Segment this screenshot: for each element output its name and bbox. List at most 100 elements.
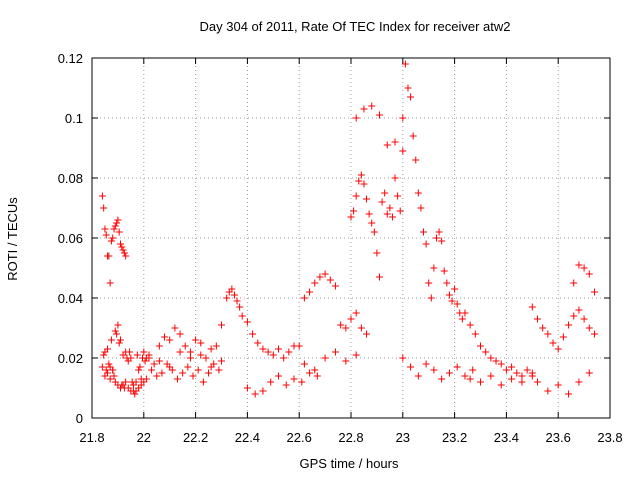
data-point bbox=[438, 237, 446, 245]
data-point bbox=[528, 303, 536, 311]
data-point bbox=[98, 363, 106, 371]
data-point bbox=[131, 390, 139, 398]
data-point bbox=[523, 366, 531, 374]
x-tick-label: 23.6 bbox=[546, 430, 571, 445]
data-point bbox=[102, 231, 110, 239]
data-point bbox=[363, 195, 371, 203]
data-point bbox=[115, 339, 123, 347]
data-point bbox=[106, 279, 114, 287]
data-point bbox=[249, 330, 257, 338]
data-point bbox=[110, 225, 118, 233]
data-point bbox=[218, 321, 225, 329]
y-tick-label: 0.02 bbox=[58, 351, 83, 366]
data-point bbox=[425, 279, 433, 287]
data-point bbox=[559, 333, 567, 341]
data-point bbox=[365, 210, 373, 218]
data-point bbox=[161, 333, 169, 341]
data-point bbox=[396, 207, 404, 215]
data-point bbox=[492, 357, 500, 365]
data-point bbox=[197, 351, 205, 359]
data-point bbox=[414, 189, 422, 197]
data-point bbox=[127, 387, 135, 395]
data-point bbox=[386, 204, 394, 212]
data-point bbox=[469, 366, 477, 374]
data-point bbox=[145, 351, 153, 359]
data-point bbox=[127, 354, 135, 362]
data-point bbox=[251, 390, 259, 398]
data-point bbox=[228, 285, 236, 293]
data-point bbox=[370, 228, 378, 236]
data-point bbox=[407, 93, 415, 101]
data-point bbox=[375, 111, 383, 119]
data-point bbox=[189, 372, 197, 380]
data-point bbox=[440, 267, 448, 275]
data-point bbox=[585, 270, 593, 278]
y-tick-label: 0.08 bbox=[58, 171, 83, 186]
data-point bbox=[153, 372, 161, 380]
data-point bbox=[337, 321, 345, 329]
data-point bbox=[114, 321, 122, 329]
data-point bbox=[347, 213, 355, 221]
data-point bbox=[422, 360, 430, 368]
data-point bbox=[544, 387, 552, 395]
data-point bbox=[352, 309, 360, 317]
data-point bbox=[105, 360, 113, 368]
data-point bbox=[155, 357, 163, 365]
data-point bbox=[207, 345, 215, 353]
data-point bbox=[140, 348, 148, 356]
data-point bbox=[580, 264, 588, 272]
data-point bbox=[132, 378, 140, 386]
data-point bbox=[368, 219, 376, 227]
data-point bbox=[274, 372, 282, 380]
data-point bbox=[186, 354, 194, 362]
y-tick-label: 0.12 bbox=[58, 51, 83, 66]
data-point bbox=[118, 243, 126, 251]
data-point bbox=[407, 363, 415, 371]
data-point bbox=[391, 138, 399, 146]
data-point bbox=[451, 285, 459, 293]
y-tick-label: 0 bbox=[76, 411, 83, 426]
data-point bbox=[280, 354, 288, 362]
data-point bbox=[110, 372, 118, 380]
data-point bbox=[101, 225, 109, 233]
data-point bbox=[155, 342, 163, 350]
data-point bbox=[205, 369, 213, 377]
data-point bbox=[102, 366, 110, 374]
x-tick-label: 23 bbox=[396, 430, 410, 445]
data-point bbox=[430, 264, 438, 272]
data-point bbox=[401, 60, 409, 68]
data-point bbox=[518, 372, 526, 380]
x-tick-label: 21.8 bbox=[79, 430, 104, 445]
data-point bbox=[508, 375, 516, 383]
data-point bbox=[100, 351, 108, 359]
data-point bbox=[575, 261, 583, 269]
data-point bbox=[100, 204, 108, 212]
x-tick-label: 22.4 bbox=[235, 430, 260, 445]
data-point bbox=[533, 378, 541, 386]
y-tick-label: 0.06 bbox=[58, 231, 83, 246]
data-point bbox=[243, 384, 251, 392]
data-point bbox=[230, 291, 238, 299]
data-point bbox=[427, 294, 435, 302]
data-point bbox=[554, 381, 562, 389]
data-point bbox=[388, 213, 396, 221]
data-point bbox=[435, 228, 443, 236]
data-point bbox=[238, 312, 246, 320]
data-point bbox=[331, 348, 339, 356]
data-point bbox=[373, 249, 381, 257]
data-point bbox=[357, 171, 365, 179]
data-point bbox=[575, 378, 583, 386]
data-point bbox=[115, 228, 123, 236]
data-point bbox=[544, 330, 552, 338]
x-tick-label: 23.8 bbox=[597, 430, 622, 445]
x-tick-label: 22.8 bbox=[338, 430, 363, 445]
y-axis-label: ROTI / TECUs bbox=[5, 197, 20, 281]
data-point bbox=[420, 228, 428, 236]
data-point bbox=[254, 339, 262, 347]
data-point bbox=[194, 366, 202, 374]
data-point bbox=[267, 378, 275, 386]
data-point bbox=[192, 336, 200, 344]
data-point bbox=[316, 273, 324, 281]
data-point bbox=[513, 369, 521, 377]
data-point bbox=[528, 372, 536, 380]
